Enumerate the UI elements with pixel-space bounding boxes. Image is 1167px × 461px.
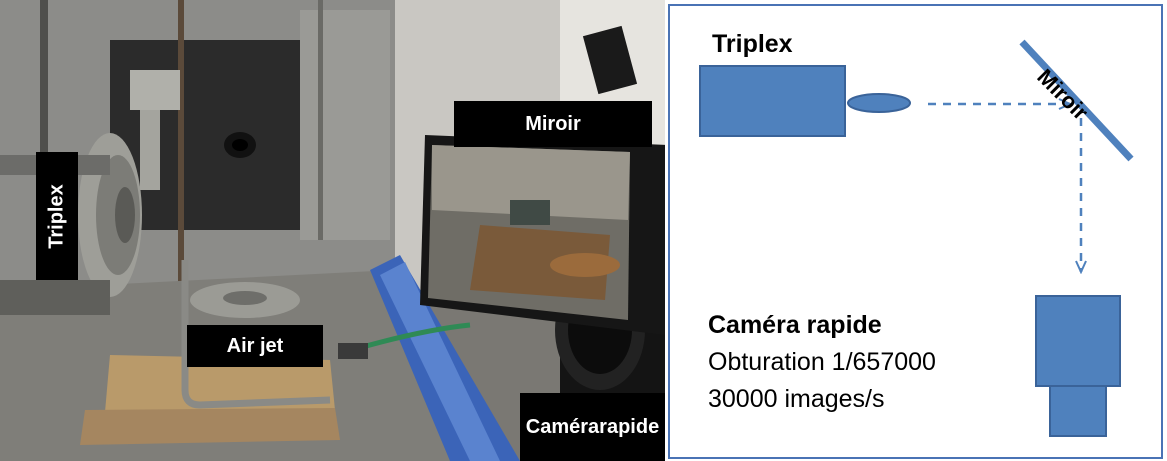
camera-body-box <box>1035 295 1121 387</box>
schematic-drawing <box>699 39 1134 437</box>
triplex-diagram-label: Triplex <box>712 30 793 58</box>
camera-shutter-text: Obturation 1/657000 <box>708 348 936 376</box>
triplex-photo-label-text: Triplex <box>45 183 68 249</box>
camera-photo-label-line2: rapide <box>599 415 660 438</box>
camera-lens-box <box>1049 385 1107 437</box>
triplex-box <box>699 65 846 137</box>
photo-scene <box>0 0 665 461</box>
schematic-panel: Triplex Miroir Caméra rapide Obturation … <box>668 4 1163 459</box>
camera-rate-text: 30000 images/s <box>708 385 885 413</box>
air-jet-photo-label: Air jet <box>187 325 323 367</box>
triplex-photo-label: Triplex <box>36 152 78 280</box>
camera-diagram-title: Caméra rapide <box>708 311 882 339</box>
camera-photo-label: Caméra rapide <box>520 393 665 461</box>
camera-photo-label-line1: Caméra <box>525 415 600 438</box>
nozzle-ellipse <box>847 93 911 113</box>
mirror-line <box>1019 39 1134 162</box>
miroir-photo-label: Miroir <box>454 101 652 147</box>
experiment-photo: Triplex Miroir Air jet Caméra rapide <box>0 0 665 461</box>
